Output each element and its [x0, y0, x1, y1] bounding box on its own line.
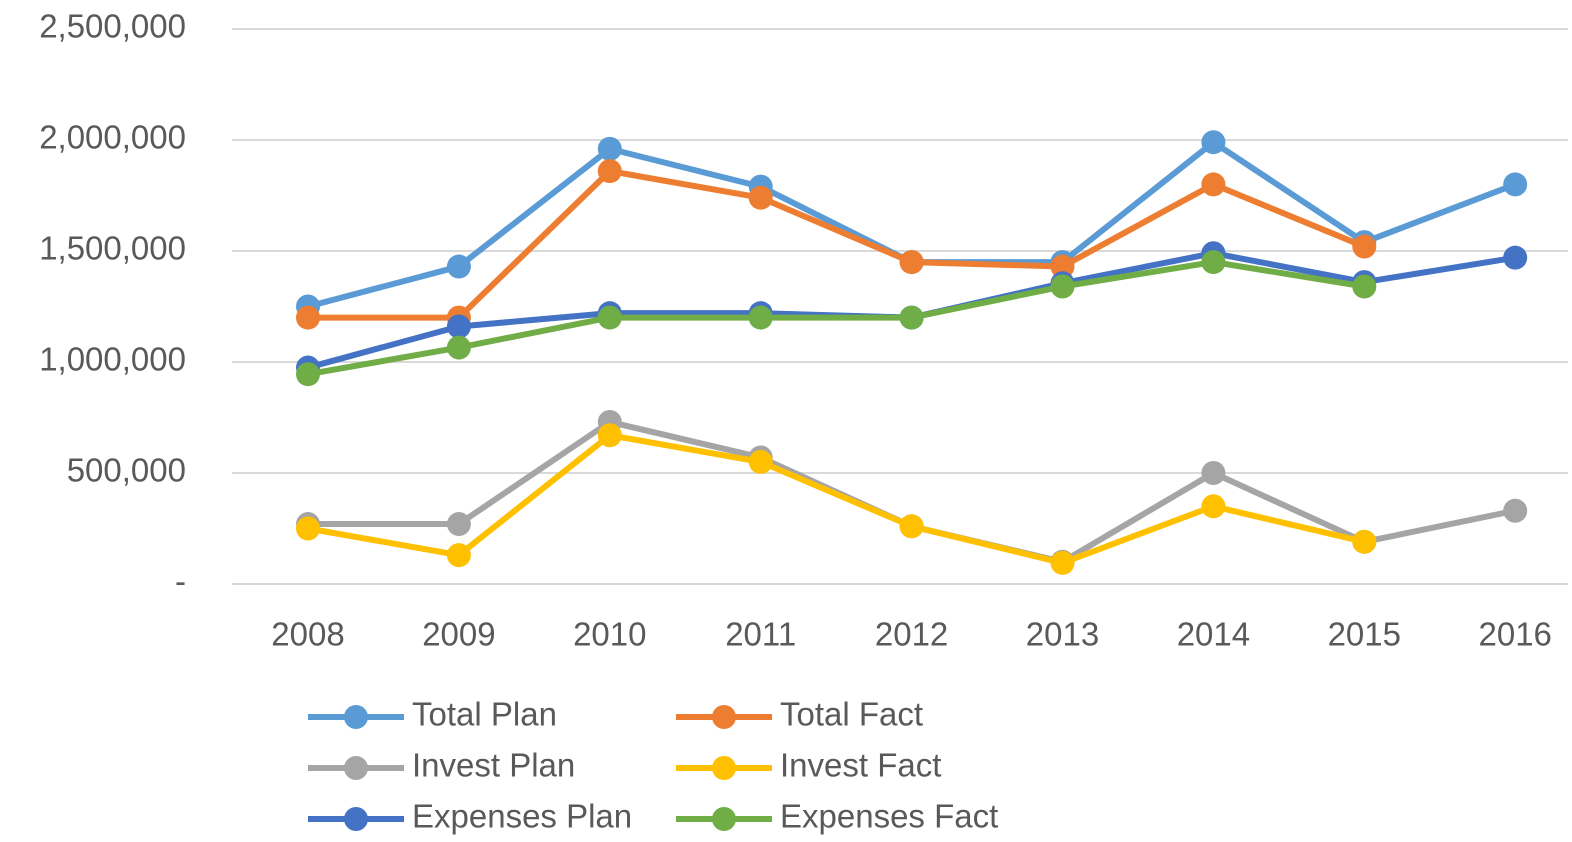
legend-label: Expenses Plan — [412, 798, 632, 835]
x-tick-label: 2014 — [1177, 616, 1250, 653]
point — [1050, 254, 1075, 279]
y-tick-label: - — [175, 563, 186, 600]
series-line — [308, 418, 1516, 565]
point — [296, 516, 320, 541]
legend-marker — [712, 705, 736, 729]
series-line — [307, 432, 1365, 566]
x-tick-label: 2012 — [875, 616, 948, 653]
y-tick-label: 500,000 — [67, 452, 186, 489]
point — [1050, 274, 1075, 299]
point — [1050, 550, 1075, 575]
point — [748, 449, 773, 474]
x-tick-label: 2008 — [271, 616, 344, 653]
point — [597, 136, 622, 161]
x-tick-label: 2015 — [1328, 616, 1401, 653]
x-tick-label: 2011 — [725, 616, 796, 653]
y-tick-label: 1,000,000 — [39, 341, 186, 378]
legend-marker — [344, 807, 368, 831]
point — [446, 543, 471, 568]
point — [899, 250, 924, 275]
point — [296, 305, 320, 330]
point — [296, 362, 320, 387]
legend-label: Invest Fact — [780, 747, 941, 784]
legend-label: Invest Plan — [412, 747, 575, 784]
legend-label: Expenses Fact — [780, 798, 998, 835]
point — [1352, 234, 1377, 259]
x-tick-label: 2016 — [1478, 616, 1551, 653]
legend-marker — [712, 807, 736, 831]
point — [1201, 130, 1226, 155]
legend-marker — [712, 756, 736, 780]
point — [1201, 250, 1226, 275]
point — [1201, 461, 1226, 485]
point — [597, 305, 622, 330]
legend-label: Total Fact — [780, 696, 923, 733]
point — [446, 314, 471, 339]
legend-marker — [344, 756, 368, 780]
point — [1352, 529, 1377, 554]
point — [1352, 274, 1377, 299]
legend-label: Total Plan — [412, 696, 557, 733]
x-tick-label: 2013 — [1026, 616, 1099, 653]
x-tick-label: 2009 — [422, 616, 495, 653]
y-tick-label: 2,000,000 — [39, 119, 186, 156]
point — [1503, 498, 1528, 523]
point — [899, 305, 924, 330]
point — [1503, 172, 1528, 197]
point — [597, 423, 622, 448]
y-tick-label: 2,500,000 — [39, 8, 186, 45]
point — [748, 305, 773, 330]
point — [748, 185, 773, 210]
point — [446, 254, 471, 279]
x-tick-label: 2010 — [573, 616, 646, 653]
y-tick-label: 1,500,000 — [39, 230, 186, 267]
point — [597, 159, 622, 184]
point — [446, 335, 471, 360]
series-line — [307, 259, 1365, 378]
point — [446, 512, 471, 537]
point — [1201, 172, 1226, 197]
series-line — [308, 168, 1366, 321]
point — [1503, 245, 1528, 270]
point — [899, 514, 924, 539]
legend-marker — [344, 705, 368, 729]
point — [1201, 494, 1226, 519]
